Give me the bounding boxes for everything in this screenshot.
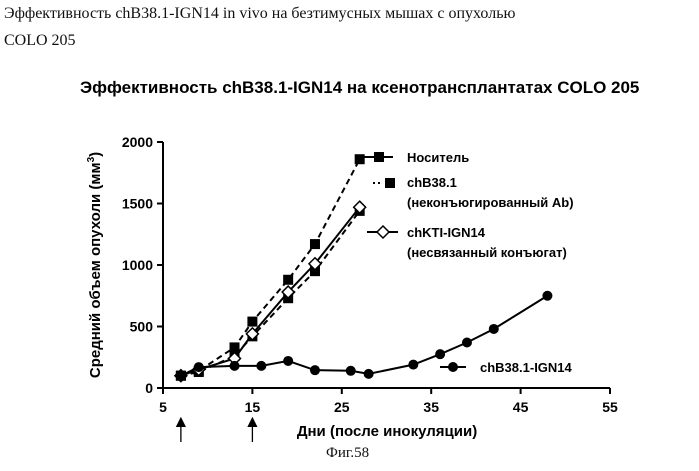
data-point	[176, 371, 186, 381]
x-tick-label: 5	[159, 399, 167, 415]
series-line	[181, 211, 360, 376]
series-line	[181, 159, 360, 375]
legend-label-chb38-ign14: chB38.1-IGN14	[480, 360, 573, 375]
x-tick-label: 25	[334, 399, 350, 415]
legend-item-chkti: chKTI-IGN14 (несвязанный конъюгат)	[367, 225, 567, 260]
x-tick-label: 45	[513, 399, 529, 415]
y-axis-label-close: )	[87, 152, 104, 157]
x-ticks: 5 15 25 35 45 55	[159, 388, 618, 415]
series-0	[176, 154, 365, 380]
legend-marker-chb38-ign14	[448, 362, 458, 372]
legend-label-chb38-line2: (неконъюгированный Ab)	[407, 195, 574, 210]
series-line	[181, 207, 360, 376]
y-ticks: 0 500 1000 1500 2000	[122, 134, 163, 396]
legend-label-chb38-line1: chB38.1	[407, 175, 457, 190]
x-tick-label: 55	[602, 399, 618, 415]
legend-marker-chb38	[385, 178, 395, 188]
legend-marker-vehicle	[374, 152, 384, 162]
data-point	[283, 356, 293, 366]
x-tick-label: 35	[423, 399, 439, 415]
data-point	[408, 360, 418, 370]
y-axis-label-main: Средний объем опухоли (мм	[87, 162, 104, 378]
legend-label-chkti-line2: (несвязанный конъюгат)	[407, 245, 567, 260]
data-point	[256, 361, 266, 371]
legend-item-vehicle: Носитель	[355, 150, 469, 165]
x-axis-label: Дни (после инокуляции)	[297, 423, 477, 440]
data-point	[355, 154, 365, 164]
data-point	[364, 369, 374, 379]
data-point	[283, 275, 293, 285]
legend-marker-chkti	[377, 226, 389, 238]
data-point	[462, 337, 472, 347]
y-tick-label: 1500	[122, 196, 153, 212]
y-tick-label: 1000	[122, 257, 153, 273]
series-1	[176, 206, 365, 381]
series-layer	[175, 154, 553, 381]
legend-item-chb38-ign14: chB38.1-IGN14	[440, 360, 573, 375]
data-point	[542, 291, 552, 301]
legend-label-chkti-line1: chKTI-IGN14	[407, 225, 486, 240]
legend-label-vehicle: Носитель	[407, 150, 469, 165]
y-axis-label: Средний объем опухоли (мм3)	[86, 152, 104, 378]
y-tick-label: 2000	[122, 134, 153, 150]
data-point	[346, 366, 356, 376]
data-point	[435, 349, 445, 359]
figure-label: Фиг.58	[326, 445, 369, 462]
data-point	[310, 239, 320, 249]
y-tick-label: 0	[145, 380, 153, 396]
data-point	[489, 324, 499, 334]
data-point	[230, 361, 240, 371]
x-tick-label: 15	[245, 399, 261, 415]
series-2	[175, 201, 366, 382]
legend-item-chb38: chB38.1 (неконъюгированный Ab)	[373, 175, 574, 210]
data-point	[194, 362, 204, 372]
injection-arrows	[181, 422, 253, 442]
y-tick-label: 500	[130, 319, 154, 335]
data-point	[310, 365, 320, 375]
data-point	[247, 317, 257, 327]
